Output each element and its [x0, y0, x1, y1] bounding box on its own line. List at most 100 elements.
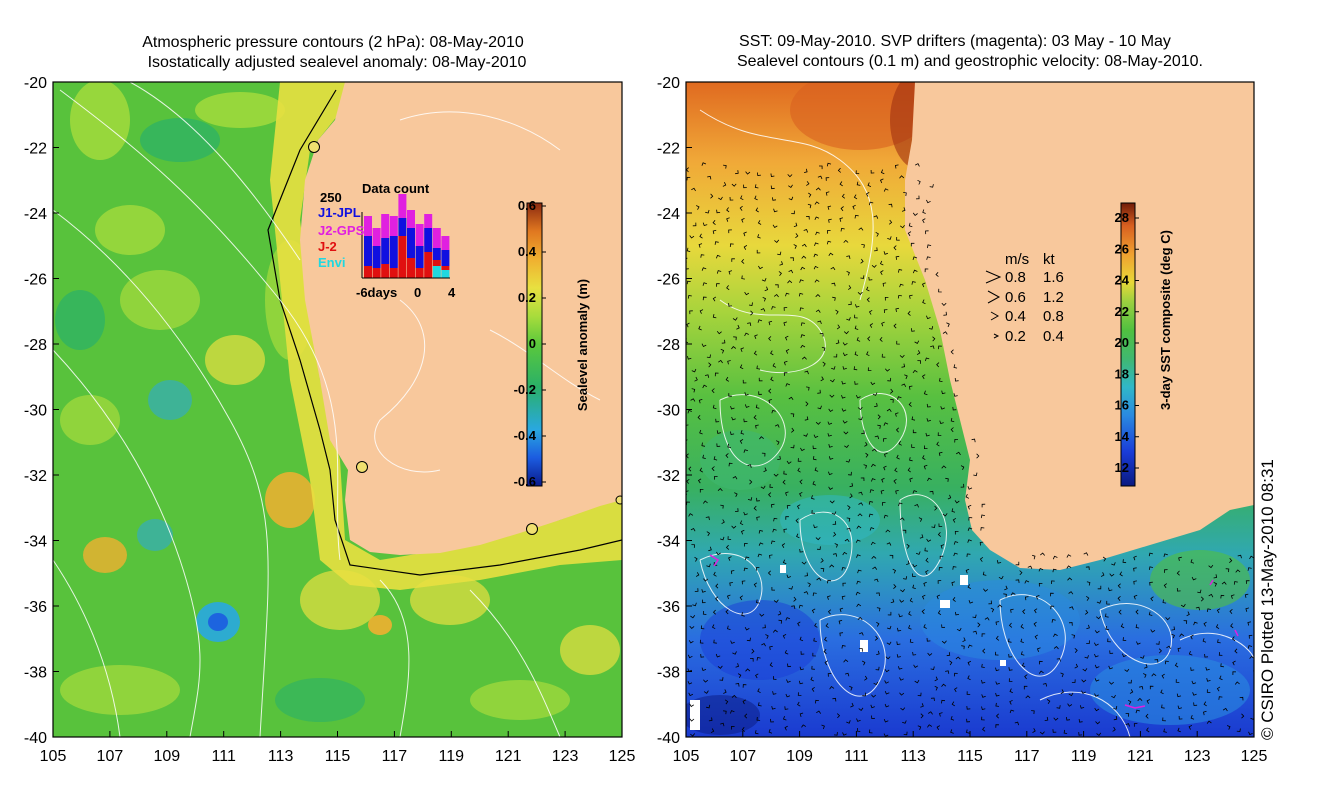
velocity-arrow: [756, 657, 761, 661]
velocity-arrow: [705, 209, 710, 214]
velocity-arrow: [721, 519, 725, 525]
velocity-arrow: [689, 703, 695, 708]
velocity-arrow: [745, 556, 750, 561]
inset-bar-segment: [432, 228, 441, 248]
velocity-arrow: [887, 611, 892, 616]
velocity-arrow: [1149, 581, 1153, 586]
velocity-arrow: [870, 381, 876, 386]
velocity-arrow: [869, 323, 874, 328]
velocity-arrow: [861, 244, 865, 249]
velocity-arrow: [930, 697, 935, 702]
velocity-arrow: [777, 455, 781, 460]
velocity-arrow: [1216, 686, 1221, 692]
velocity-arrow: [1120, 623, 1125, 629]
velocity-arrow: [909, 294, 913, 299]
velocity-arrow: [797, 701, 801, 707]
velocity-arrow: [864, 442, 868, 447]
velocity-arrow: [966, 691, 971, 695]
velocity-arrow: [1009, 688, 1013, 694]
velocity-arrow: [827, 205, 832, 210]
velocity-arrow: [995, 724, 1000, 728]
velocity-arrow: [1234, 681, 1240, 685]
velocity-arrow: [873, 215, 879, 219]
velocity-arrow: [1206, 689, 1211, 693]
sla-colorbar-ticks: 0.6 0.4 0.2 0 -0.2 -0.4 -0.6: [514, 198, 546, 489]
right-y-axis: -20 -22 -24 -26 -28 -30 -32 -34 -36 -38 -40: [657, 75, 692, 747]
velocity-arrow: [910, 242, 915, 247]
inset-bar-segment: [381, 214, 390, 238]
velocity-arrow: [854, 381, 859, 385]
velocity-arrow: [1133, 594, 1138, 600]
velocity-arrow: [1146, 727, 1150, 733]
velocity-arrow: [729, 582, 733, 587]
left-y-tick-label: -30: [24, 403, 47, 420]
velocity-arrow: [899, 175, 905, 179]
velocity-arrow: [1015, 561, 1020, 566]
velocity-arrow: [924, 268, 929, 273]
velocity-arrow: [1025, 695, 1031, 699]
velocity-arrow: [929, 184, 934, 188]
velocity-arrow: [814, 242, 819, 247]
velocity-arrow: [872, 566, 878, 570]
velocity-arrow: [817, 405, 822, 410]
velocity-arrow: [844, 538, 850, 543]
velocity-arrow: [883, 465, 887, 471]
velocity-arrow: [793, 596, 797, 602]
velocity-arrow: [1190, 559, 1195, 564]
velocity-arrow: [855, 170, 860, 175]
velocity-arrow: [926, 315, 931, 320]
velocity-arrow: [829, 564, 835, 568]
velocity-arrow: [849, 685, 853, 691]
velocity-arrow: [1003, 593, 1007, 598]
velocity-arrow: [897, 294, 902, 299]
velocity-arrow: [1083, 552, 1089, 556]
velocity-arrow: [687, 681, 693, 685]
velocity-arrow: [745, 668, 751, 672]
velocity-arrow: [1129, 689, 1134, 694]
inset-bar-segment: [372, 228, 381, 246]
velocity-arrow: [883, 438, 887, 442]
velocity-arrow: [868, 501, 874, 505]
velocity-arrow: [950, 349, 954, 355]
inset-bar-segment: [424, 252, 433, 278]
velocity-arrow: [768, 492, 772, 498]
velocity-arrow: [1176, 587, 1181, 592]
velocity-arrow: [874, 247, 878, 252]
velocity-arrow: [715, 418, 720, 423]
velocity-arrow: [1135, 709, 1141, 714]
velocity-arrow: [938, 567, 943, 571]
velocity-arrow: [799, 712, 804, 718]
velocity-arrow: [821, 724, 825, 730]
credit-text: © CSIRO Plotted 13-May-2010 08:31: [1258, 459, 1277, 740]
velocity-arrow: [899, 354, 905, 358]
velocity-arrow: [770, 185, 775, 190]
velocity-arrow: [912, 256, 918, 261]
velocity-arrow: [909, 597, 914, 603]
velocity-arrow: [712, 609, 716, 615]
velocity-arrow: [799, 548, 804, 553]
velocity-arrow: [995, 702, 1000, 707]
velocity-arrow: [990, 607, 995, 613]
velocity-arrow: [1094, 664, 1100, 669]
velocity-arrow: [888, 203, 893, 208]
velocity-arrow: [1036, 647, 1041, 652]
velocity-arrow: [783, 470, 787, 475]
velocity-arrow: [787, 280, 793, 284]
velocity-arrow: [937, 432, 942, 436]
velocity-arrow: [839, 607, 844, 613]
inset-x-label-start: -6days: [356, 285, 397, 300]
velocity-arrow: [973, 472, 978, 477]
velocity-arrow: [980, 527, 985, 531]
velocity-arrow: [743, 184, 747, 189]
sst-colorbar-tick-label: 14: [1115, 429, 1130, 444]
velocity-arrow: [839, 217, 844, 222]
velocity-arrow: [1191, 680, 1197, 685]
velocity-arrow: [954, 672, 958, 677]
right-x-tick-label: 107: [729, 748, 756, 765]
velocity-arrow: [694, 376, 698, 382]
velocity-arrow: [732, 475, 738, 480]
velocity-arrow: [940, 544, 945, 549]
velocity-arrow: [838, 619, 843, 625]
velocity-arrow: [858, 227, 864, 231]
velocity-arrow: [800, 447, 805, 452]
